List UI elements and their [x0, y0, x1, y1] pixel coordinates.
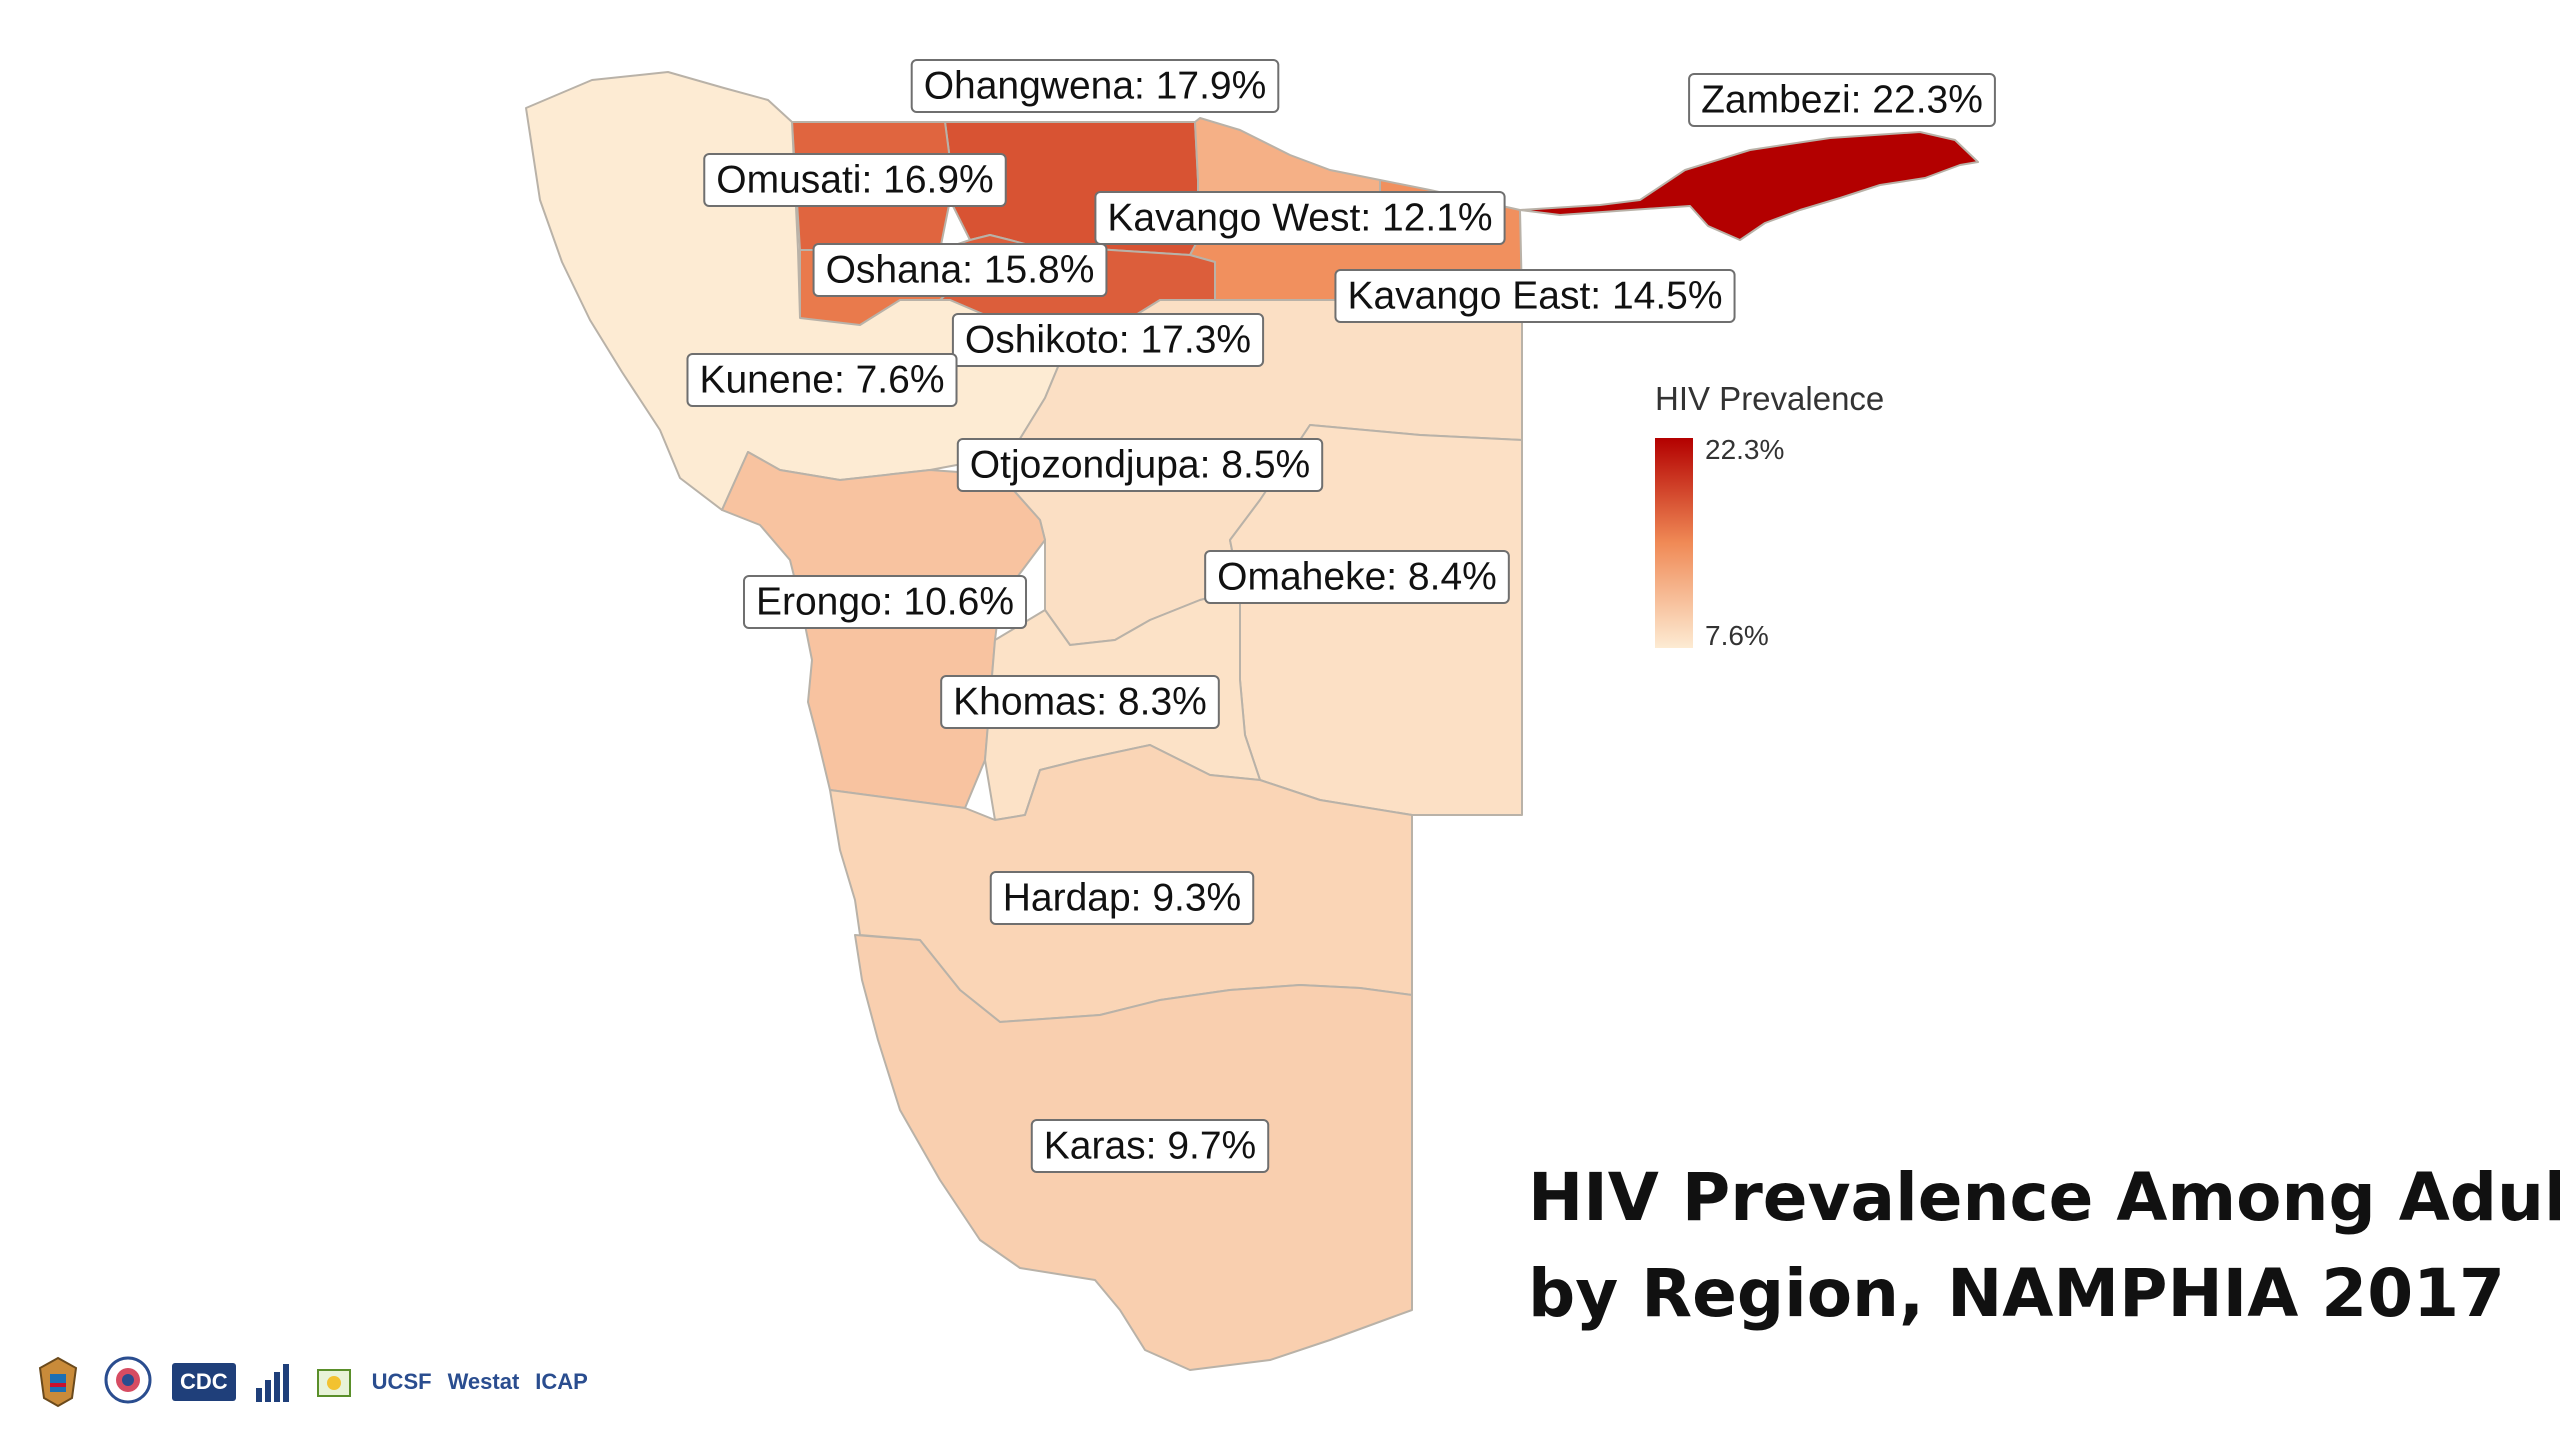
ucsf-logo: UCSF: [371, 1369, 432, 1394]
label-text-zambezi: Zambezi: 22.3%: [1701, 79, 1983, 122]
label-erongo: Erongo: 10.6%: [742, 575, 1028, 629]
chart-title-line-1: HIV Prevalence Among Adults,: [1528, 1159, 2560, 1236]
legend-max-label: 22.3%: [1705, 434, 1785, 465]
labels-layer: Ohangwena: 17.9% Zambezi: 22.3% Omusati: 1…: [686, 59, 1996, 1173]
label-kunene: Kunene: 7.6%: [686, 353, 958, 407]
chart-title: HIV Prevalence Among Adults, by Region, …: [1528, 1150, 2560, 1342]
label-text-hardap: Hardap: 9.3%: [1003, 877, 1241, 920]
westat-logo: Westat: [447, 1369, 520, 1394]
statistics-agency-icon: [255, 1364, 289, 1402]
label-zambezi: Zambezi: 22.3%: [1688, 73, 1996, 127]
label-text-oshikoto: Oshikoto: 17.3%: [965, 319, 1251, 362]
label-text-erongo: Erongo: 10.6%: [756, 581, 1014, 624]
label-text-khomas: Khomas: 8.3%: [953, 681, 1207, 724]
legend-title: HIV Prevalence: [1655, 380, 1885, 417]
label-kavango-east: Kavango East: 14.5%: [1334, 269, 1736, 323]
pepfar-seal-icon: [104, 1356, 152, 1404]
chart-title-line-2: by Region, NAMPHIA 2017: [1528, 1255, 2505, 1332]
label-text-kavango-east: Kavango East: 14.5%: [1347, 275, 1722, 318]
legend-min-label: 7.6%: [1705, 620, 1769, 651]
label-text-kunene: Kunene: 7.6%: [699, 359, 944, 402]
namibia-coat-of-arms-icon: [38, 1356, 78, 1408]
partner-logos: CDC UCSF Westat ICAP: [32, 1348, 588, 1416]
label-otjozondjupa: Otjozondjupa: 8.5%: [956, 438, 1324, 492]
icap-logo: ICAP: [535, 1369, 588, 1394]
label-ohangwena: Ohangwena: 17.9%: [910, 59, 1280, 113]
region-zambezi: [1519, 131, 1979, 241]
label-oshikoto: Oshikoto: 17.3%: [951, 313, 1265, 367]
label-text-oshana: Oshana: 15.8%: [826, 249, 1095, 292]
cdc-logo: CDC: [172, 1363, 236, 1401]
label-text-otjozondjupa: Otjozondjupa: 8.5%: [970, 444, 1310, 487]
label-karas: Karas: 9.7%: [1030, 1119, 1270, 1173]
label-hardap: Hardap: 9.3%: [989, 871, 1255, 925]
label-text-omaheke: Omaheke: 8.4%: [1217, 556, 1497, 599]
label-text-omusati: Omusati: 16.9%: [716, 159, 993, 202]
label-text-karas: Karas: 9.7%: [1044, 1125, 1256, 1168]
label-omusati: Omusati: 16.9%: [703, 153, 1007, 207]
label-text-kavango-west: Kavango West: 12.1%: [1107, 197, 1492, 240]
label-omaheke: Omaheke: 8.4%: [1204, 550, 1510, 604]
label-kavango-west: Kavango West: 12.1%: [1094, 191, 1506, 245]
label-oshana: Oshana: 15.8%: [812, 243, 1108, 297]
institute-icon: [316, 1369, 351, 1397]
label-text-ohangwena: Ohangwena: 17.9%: [924, 65, 1267, 108]
label-khomas: Khomas: 8.3%: [940, 675, 1220, 729]
legend-color-bar: [1655, 438, 1693, 648]
